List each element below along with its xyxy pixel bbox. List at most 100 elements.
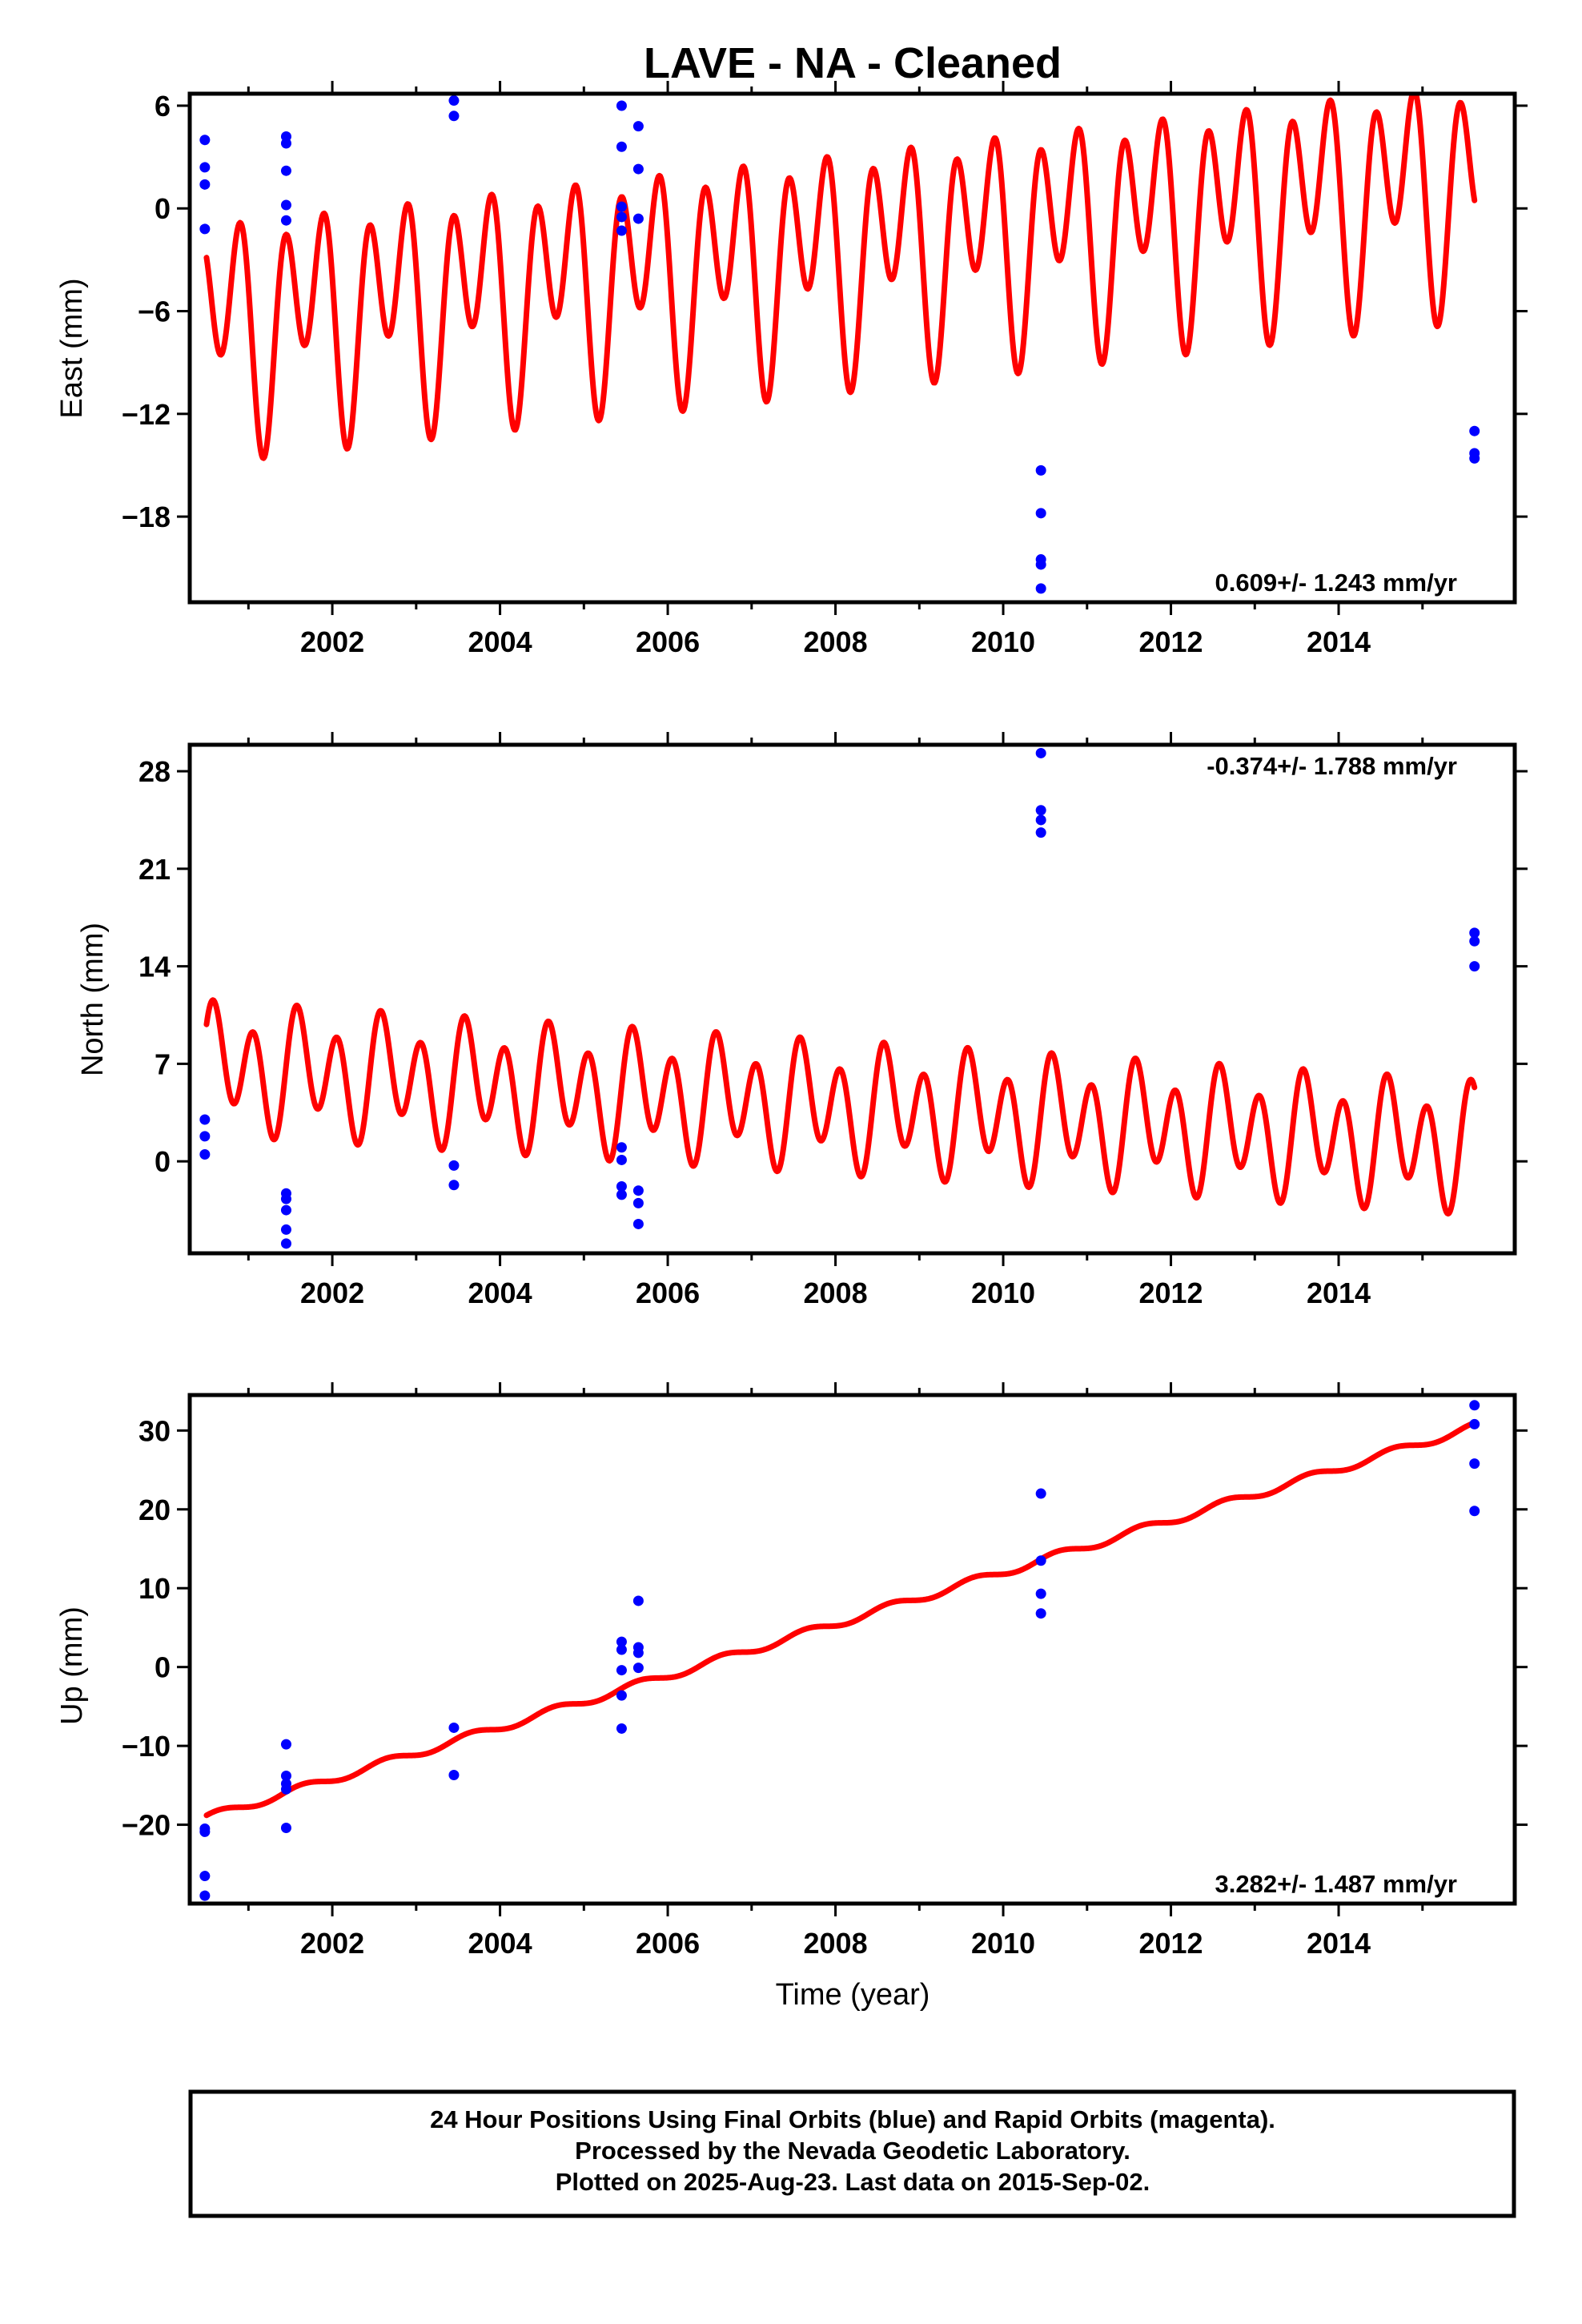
up-model-line <box>203 1420 1478 1819</box>
up-data-point <box>616 1690 627 1701</box>
north-data-point <box>1035 827 1046 838</box>
east-xtick-label: 2014 <box>1307 625 1371 658</box>
up-data-point <box>632 1595 644 1606</box>
north-ylabel: North (mm) <box>76 923 110 1076</box>
up-data-point <box>1035 1608 1046 1619</box>
footer-line-3: Plotted on 2025-Aug-23. Last data on 201… <box>556 2168 1150 2196</box>
north-data-point <box>280 1204 291 1216</box>
up-ytick-label: 10 <box>139 1572 171 1605</box>
north-plot-area <box>199 747 1480 1249</box>
footer-line-2: Processed by the Nevada Geodetic Laborat… <box>575 2137 1130 2165</box>
east-data-point <box>1035 559 1046 570</box>
east-rate-label: 0.609+/- 1.243 mm/yr <box>1215 569 1457 597</box>
up-data-point <box>199 1871 211 1882</box>
east-data-point <box>616 141 627 152</box>
north-xtick-label: 2010 <box>971 1277 1035 1309</box>
time-xlabel: Time (year) <box>776 1978 930 2012</box>
east-data-point <box>199 223 211 235</box>
east-data-point <box>1469 452 1480 464</box>
up-data-point <box>1035 1555 1046 1566</box>
north-data-point <box>1035 747 1046 758</box>
up-xtick-label: 2014 <box>1307 1927 1371 1960</box>
up-plot-area <box>199 1400 1480 1901</box>
up-data-point <box>280 1771 291 1782</box>
north-data-point <box>1035 814 1046 826</box>
north-data-point <box>448 1180 460 1191</box>
north-rate-label: -0.374+/- 1.788 mm/yr <box>1207 752 1457 780</box>
north-data-point <box>280 1238 291 1249</box>
east-ylabel: East (mm) <box>55 278 89 418</box>
up-ytick-label: −20 <box>122 1809 171 1842</box>
up-ytick-label: 30 <box>139 1414 171 1447</box>
up-data-point <box>1469 1400 1480 1411</box>
east-data-point <box>448 95 460 107</box>
up-data-point <box>632 1663 644 1674</box>
up-panel-frame <box>187 1393 1517 1906</box>
east-data-point <box>632 213 644 224</box>
up-data-point <box>616 1665 627 1676</box>
east-ytick-label: 0 <box>155 192 171 225</box>
north-xtick-label: 2004 <box>468 1277 532 1309</box>
north-data-point <box>632 1218 644 1229</box>
up-xtick-label: 2004 <box>468 1927 532 1960</box>
north-ytick-label: 14 <box>139 951 171 983</box>
up-data-point <box>448 1722 460 1733</box>
up-xtick-label: 2012 <box>1138 1927 1203 1960</box>
footer-frame <box>188 2089 1516 2218</box>
north-data-point <box>199 1114 211 1125</box>
up-xtick-label: 2010 <box>971 1927 1035 1960</box>
north-ytick-label: 0 <box>155 1145 171 1178</box>
east-data-point <box>616 201 627 212</box>
east-xtick-label: 2008 <box>804 625 868 658</box>
north-data-point <box>280 1193 291 1204</box>
east-data-point <box>616 211 627 223</box>
east-ytick-label: 6 <box>155 90 171 123</box>
up-data-point <box>632 1647 644 1659</box>
north-xtick-label: 2008 <box>804 1277 868 1309</box>
footer-box: 24 Hour Positions Using Final Orbits (bl… <box>188 2089 1516 2218</box>
up-xtick-label: 2006 <box>636 1927 700 1960</box>
east-xtick-label: 2010 <box>971 625 1035 658</box>
east-plot-area <box>199 94 1480 594</box>
east-xtick-label: 2006 <box>636 625 700 658</box>
north-data-point <box>199 1148 211 1160</box>
chart-title: LAVE - NA - Cleaned <box>644 39 1062 87</box>
up-data-point <box>448 1770 460 1781</box>
north-data-point <box>616 1189 627 1200</box>
east-panel: 6 0 −6 −12 −18 2002 2004 2006 2008 2010 2012 2014 0.… <box>122 81 1528 658</box>
east-xtick-label: 2012 <box>1138 625 1203 658</box>
north-data-point <box>632 1197 644 1208</box>
up-ytick-label: 0 <box>155 1651 171 1684</box>
north-ytick-label: 7 <box>155 1047 171 1080</box>
up-ylabel: Up (mm) <box>55 1606 89 1725</box>
up-data-point <box>1469 1418 1480 1429</box>
east-data-point <box>1035 464 1046 476</box>
north-data-point <box>616 1142 627 1153</box>
up-data-point <box>1469 1506 1480 1517</box>
north-data-point <box>1035 805 1046 816</box>
east-data-point <box>448 111 460 122</box>
north-data-point <box>632 1185 644 1196</box>
east-model-line <box>203 94 1478 461</box>
up-rate-label: 3.282+/- 1.487 mm/yr <box>1215 1870 1457 1898</box>
footer-line-1: 24 Hour Positions Using Final Orbits (bl… <box>430 2105 1275 2133</box>
north-data-point <box>616 1154 627 1165</box>
north-data-point <box>1469 935 1480 947</box>
east-data-point <box>1469 425 1480 436</box>
north-data-point <box>280 1224 291 1235</box>
north-data-point <box>448 1160 460 1171</box>
north-xtick-label: 2002 <box>300 1277 364 1309</box>
north-panel-frame <box>187 742 1517 1256</box>
up-xtick-label: 2008 <box>804 1927 868 1960</box>
up-data-point <box>280 1822 291 1833</box>
up-data-point <box>280 1739 291 1750</box>
up-data-point <box>199 1826 211 1837</box>
up-data-point <box>616 1636 627 1647</box>
east-data-point <box>632 121 644 132</box>
east-data-point <box>199 135 211 146</box>
east-data-point <box>632 163 644 175</box>
east-data-point <box>616 225 627 236</box>
north-data-point <box>1469 961 1480 972</box>
east-data-point <box>280 165 291 176</box>
up-data-point <box>616 1723 627 1734</box>
